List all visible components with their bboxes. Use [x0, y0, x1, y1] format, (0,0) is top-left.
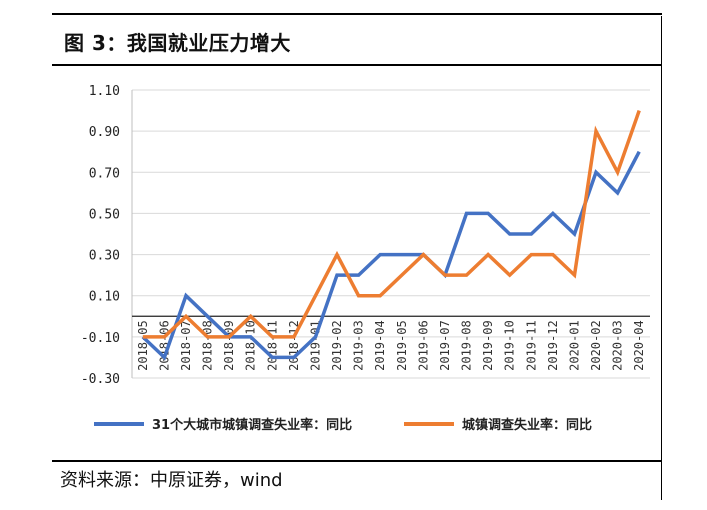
series-line [142, 110, 641, 339]
source-side-rule [661, 462, 662, 500]
x-tick-label: 2019-12 [546, 320, 560, 371]
legend-label: 31个大城市城镇调查失业率：同比 [152, 417, 352, 433]
y-tick-label: -0.10 [81, 331, 120, 346]
x-tick-label: 2020-04 [632, 320, 646, 371]
x-tick-label: 2018-09 [222, 320, 236, 371]
x-tick-label: 2020-01 [567, 320, 581, 371]
x-tick-label: 2018-10 [244, 320, 258, 371]
y-tick-label: 0.70 [89, 166, 120, 181]
y-tick-label: 0.90 [89, 125, 120, 140]
title-rule [52, 64, 662, 66]
y-tick-label: 0.10 [89, 290, 120, 305]
x-tick-label: 2018-08 [201, 320, 215, 371]
chart-frame: 1.10 0.90 0.70 0.50 0.30 0.10 -0.10 -0.30 2018-0… [52, 66, 662, 460]
y-tick-label: 0.30 [89, 249, 120, 264]
x-tick-label: 2019-06 [416, 320, 430, 371]
series-line [141, 150, 641, 361]
source-note: 资料来源：中原证券，wind [60, 470, 283, 491]
figure-title: 图 3：我国就业压力增大 [64, 31, 291, 55]
x-tick-label: 2019-03 [352, 320, 366, 371]
bottom-rule [52, 460, 662, 462]
x-tick-label: 2019-02 [330, 320, 344, 371]
x-tick-label: 2019-10 [503, 320, 517, 371]
x-tick-label: 2018-07 [179, 320, 193, 371]
x-tick-label: 2019-07 [438, 320, 452, 371]
top-rule [52, 13, 662, 15]
y-tick-label: 1.10 [89, 84, 120, 99]
line-chart: 1.10 0.90 0.70 0.50 0.30 0.10 -0.10 -0.30 2018-0… [81, 84, 650, 433]
x-tick-label: 2019-11 [524, 320, 538, 371]
x-tick-label: 2019-05 [395, 320, 409, 371]
legend-label: 城镇调查失业率：同比 [462, 417, 592, 433]
x-tick-label: 2019-01 [308, 320, 322, 371]
x-tick-label: 2018-05 [136, 320, 150, 371]
x-tick-label: 2019-04 [373, 320, 387, 371]
x-tick-label: 2019-08 [460, 320, 474, 371]
y-tick-label: -0.30 [81, 372, 120, 387]
title-bar: 图 3：我国就业压力增大 [52, 16, 662, 64]
x-tick-label: 2019-09 [481, 320, 495, 371]
x-tick-label: 2020-02 [589, 320, 603, 371]
x-tick-label: 2020-03 [611, 320, 625, 371]
x-tick-label: 2018-11 [265, 320, 279, 371]
y-tick-label: 0.50 [89, 207, 120, 222]
